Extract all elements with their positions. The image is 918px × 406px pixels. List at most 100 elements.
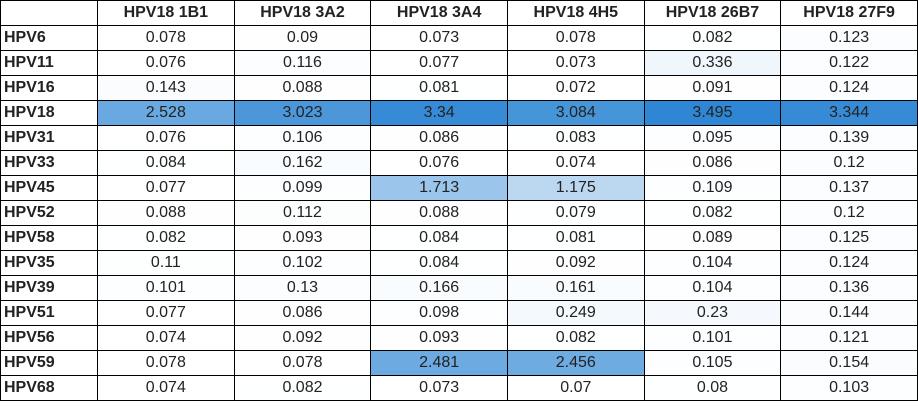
row-header: HPV58 — [0, 225, 98, 251]
table-row: HPV56 0.074 0.092 0.093 0.082 0.101 0.121 — [0, 325, 918, 351]
row-header: HPV68 — [0, 375, 98, 401]
row-header: HPV56 — [0, 325, 98, 351]
heat-cell: 0.093 — [370, 325, 508, 351]
heat-cell: 0.073 — [370, 25, 508, 51]
heat-cell: 2.528 — [97, 100, 235, 126]
heat-cell: 0.116 — [233, 50, 372, 76]
table-row: HPV45 0.077 0.099 1.713 1.175 0.109 0.137 — [0, 175, 918, 201]
heat-cell: 0.082 — [506, 325, 645, 351]
heat-cell: 0.091 — [643, 75, 782, 101]
heat-cell: 0.078 — [233, 350, 372, 376]
table-row: HPV11 0.076 0.116 0.077 0.073 0.336 0.122 — [0, 50, 918, 76]
heat-cell: 1.175 — [506, 175, 645, 201]
row-header: HPV33 — [0, 150, 98, 176]
column-header: HPV18 1B1 — [97, 0, 235, 26]
heat-cell: 0.161 — [506, 275, 645, 301]
heat-cell: 2.481 — [370, 350, 508, 376]
heat-cell: 0.139 — [780, 125, 918, 151]
heat-cell: 3.084 — [506, 100, 645, 126]
heat-cell: 0.079 — [506, 200, 645, 226]
table-row: HPV51 0.077 0.086 0.098 0.249 0.23 0.144 — [0, 300, 918, 326]
corner-cell — [0, 0, 98, 26]
heat-cell: 0.124 — [780, 75, 918, 101]
heat-cell: 0.105 — [643, 350, 782, 376]
heat-cell: 0.082 — [643, 25, 782, 51]
heat-cell: 0.124 — [780, 250, 918, 276]
heat-cell: 0.089 — [643, 225, 782, 251]
heat-cell: 0.103 — [780, 375, 918, 401]
heat-cell: 0.086 — [370, 125, 508, 151]
table-row: HPV31 0.076 0.106 0.086 0.083 0.095 0.139 — [0, 125, 918, 151]
heat-cell: 0.074 — [97, 375, 235, 401]
column-header: HPV18 3A2 — [233, 0, 372, 26]
heat-cell: 0.093 — [233, 225, 372, 251]
row-header: HPV51 — [0, 300, 98, 326]
heat-cell: 0.136 — [780, 275, 918, 301]
heat-cell: 0.13 — [233, 275, 372, 301]
heat-cell: 0.095 — [643, 125, 782, 151]
heat-cell: 3.023 — [233, 100, 372, 126]
row-header: HPV11 — [0, 50, 98, 76]
table-row: HPV52 0.088 0.112 0.088 0.079 0.082 0.12 — [0, 200, 918, 226]
row-header: HPV31 — [0, 125, 98, 151]
heat-cell: 0.083 — [506, 125, 645, 151]
heat-cell: 0.249 — [506, 300, 645, 326]
heat-cell: 0.074 — [97, 325, 235, 351]
row-header: HPV59 — [0, 350, 98, 376]
heat-cell: 0.078 — [97, 350, 235, 376]
heat-cell: 0.143 — [97, 75, 235, 101]
heat-cell: 0.121 — [780, 325, 918, 351]
table-row: HPV33 0.084 0.162 0.076 0.074 0.086 0.12 — [0, 150, 918, 176]
column-header: HPV18 3A4 — [370, 0, 508, 26]
heat-cell: 0.084 — [97, 150, 235, 176]
table-row: HPV35 0.11 0.102 0.084 0.092 0.104 0.124 — [0, 250, 918, 276]
heat-cell: 0.123 — [780, 25, 918, 51]
heat-cell: 0.101 — [97, 275, 235, 301]
heat-cell: 0.086 — [233, 300, 372, 326]
heat-cell: 0.086 — [643, 150, 782, 176]
table-row: HPV68 0.074 0.082 0.073 0.07 0.08 0.103 — [0, 375, 918, 401]
heat-cell: 0.09 — [233, 25, 372, 51]
table-row: HPV18 2.528 3.023 3.34 3.084 3.495 3.344 — [0, 100, 918, 126]
heat-cell: 0.082 — [97, 225, 235, 251]
heat-cell: 0.084 — [370, 225, 508, 251]
heat-cell: 0.162 — [233, 150, 372, 176]
heat-cell: 0.073 — [370, 375, 508, 401]
heat-cell: 0.125 — [780, 225, 918, 251]
heat-cell: 0.336 — [643, 50, 782, 76]
heat-cell: 2.456 — [506, 350, 645, 376]
row-header: HPV39 — [0, 275, 98, 301]
table-row: HPV16 0.143 0.088 0.081 0.072 0.091 0.124 — [0, 75, 918, 101]
heat-cell: 0.23 — [643, 300, 782, 326]
heat-cell: 0.081 — [506, 225, 645, 251]
row-header: HPV45 — [0, 175, 98, 201]
column-header: HPV18 4H5 — [506, 0, 645, 26]
heat-cell: 3.34 — [370, 100, 508, 126]
heat-cell: 0.122 — [780, 50, 918, 76]
heat-cell: 0.077 — [97, 300, 235, 326]
heat-cell: 0.088 — [370, 200, 508, 226]
heat-cell: 0.12 — [780, 150, 918, 176]
heat-cell: 0.088 — [97, 200, 235, 226]
table-row: HPV58 0.082 0.093 0.084 0.081 0.089 0.125 — [0, 225, 918, 251]
column-header: HPV18 26B7 — [643, 0, 782, 26]
heat-cell: 0.081 — [370, 75, 508, 101]
row-header: HPV18 — [0, 100, 98, 126]
heat-cell: 0.082 — [643, 200, 782, 226]
heat-cell: 0.12 — [780, 200, 918, 226]
row-header: HPV52 — [0, 200, 98, 226]
heat-cell: 0.102 — [233, 250, 372, 276]
heat-cell: 0.092 — [506, 250, 645, 276]
heat-cell: 0.076 — [97, 50, 235, 76]
heat-cell: 0.077 — [370, 50, 508, 76]
heat-cell: 0.08 — [643, 375, 782, 401]
heat-cell: 0.144 — [780, 300, 918, 326]
heat-cell: 0.07 — [506, 375, 645, 401]
row-header: HPV35 — [0, 250, 98, 276]
heat-cell: 0.11 — [97, 250, 235, 276]
heat-cell: 0.076 — [97, 125, 235, 151]
heat-cell: 0.154 — [780, 350, 918, 376]
heat-cell: 0.084 — [370, 250, 508, 276]
